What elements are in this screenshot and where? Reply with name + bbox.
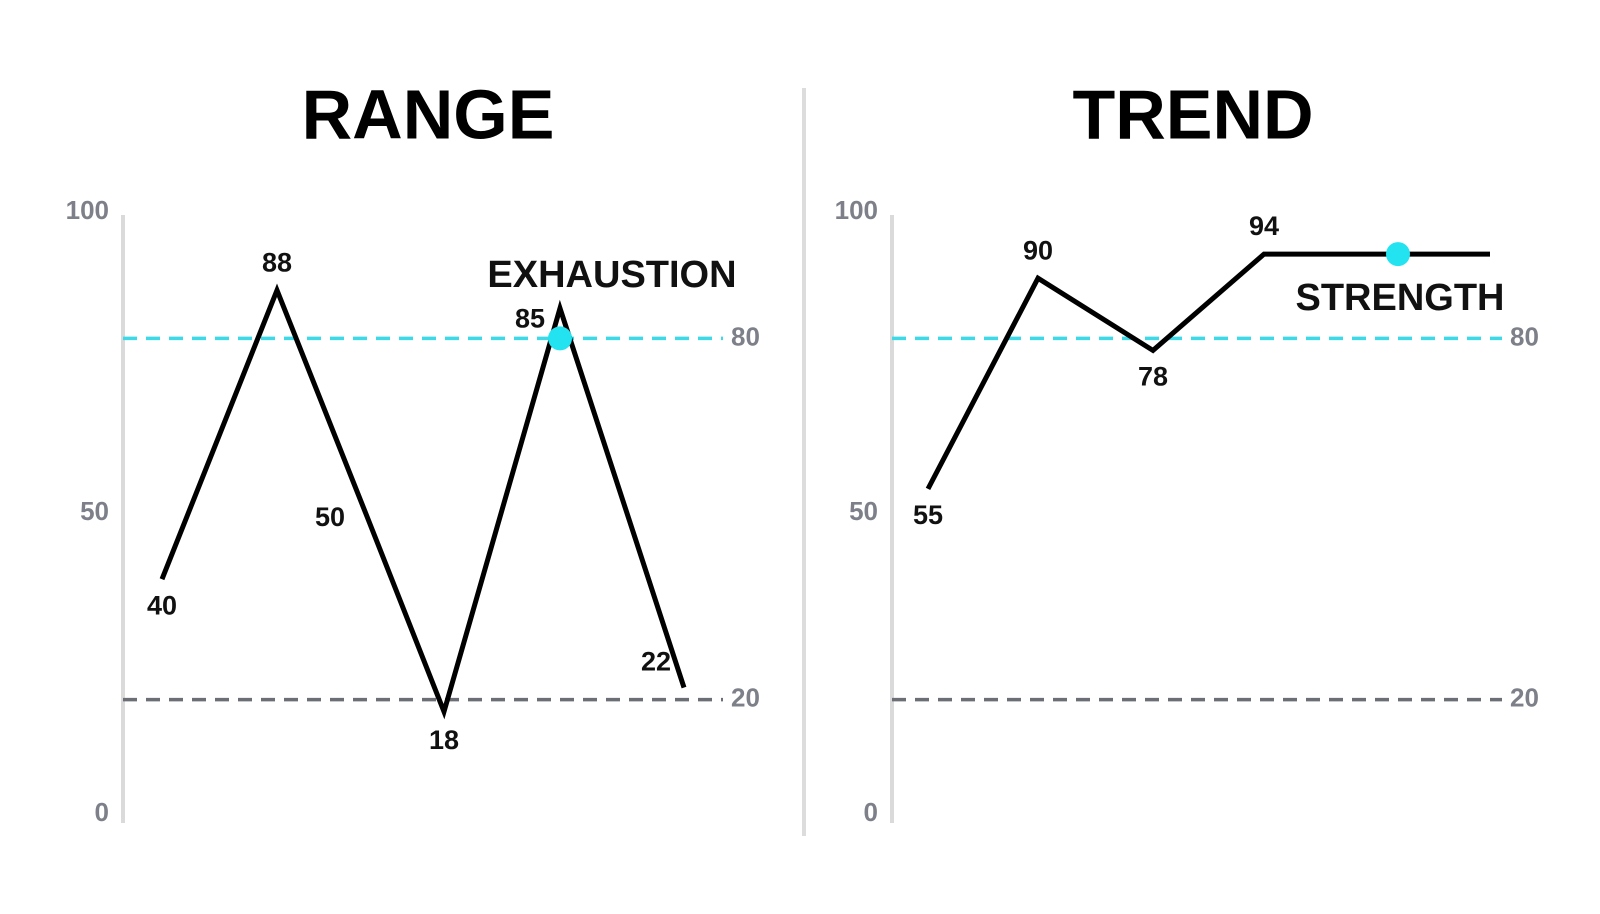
data-label: 85 (515, 303, 545, 333)
chart-title: RANGE (302, 75, 555, 153)
y-tick-label: 0 (95, 797, 109, 827)
line (925, 251, 1490, 491)
y-tick-label: 50 (849, 496, 878, 526)
threshold-label: 20 (1510, 682, 1539, 712)
annotation: EXHAUSTION (487, 254, 736, 296)
threshold-label: 80 (1510, 321, 1539, 351)
highlight-dot (548, 326, 572, 351)
data-label: 50 (315, 502, 345, 532)
y-tick-label: 50 (80, 496, 109, 526)
data-label: 78 (1138, 362, 1168, 392)
data-label: 55 (913, 500, 943, 530)
y-tick-label: 100 (835, 195, 878, 225)
y-tick-label: 100 (66, 195, 109, 225)
y-tick-label: 0 (864, 797, 878, 827)
data-label: 18 (429, 725, 459, 755)
chart-title: TREND (1072, 75, 1313, 153)
data-label: 22 (641, 647, 671, 677)
threshold-label: 80 (731, 321, 760, 351)
annotation: STRENGTH (1296, 277, 1505, 319)
line (159, 283, 687, 720)
highlight-dot (1386, 242, 1410, 267)
data-label: 88 (262, 247, 292, 277)
data-label: 90 (1023, 235, 1053, 265)
data-label: 40 (147, 590, 177, 620)
data-label: 94 (1249, 211, 1279, 241)
threshold-label: 20 (731, 682, 760, 712)
